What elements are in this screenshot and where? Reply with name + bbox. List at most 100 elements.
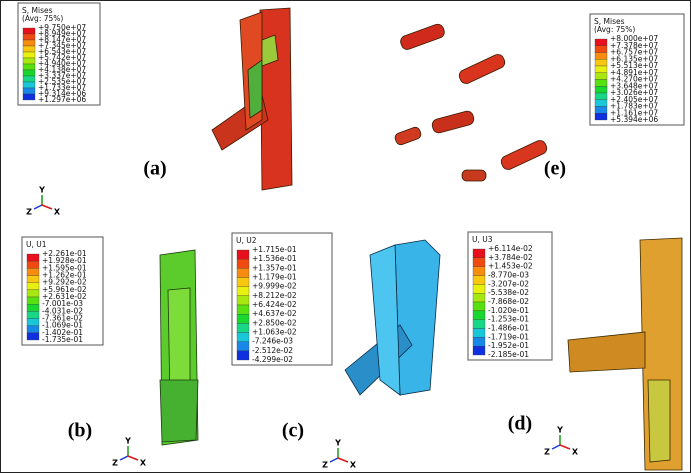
legend-value: -1.253e-01 — [488, 315, 529, 324]
legend-value: -3.207e-02 — [488, 279, 529, 288]
legend-value: +1.063e-02 — [252, 328, 297, 337]
legend-swatch — [27, 268, 39, 275]
legend-value: -1.020e-01 — [488, 306, 529, 315]
triad-label: Z — [544, 448, 550, 457]
panel-label: (b) — [68, 420, 92, 442]
legend-value: +1.715e-01 — [252, 245, 297, 254]
legend-swatch — [23, 70, 35, 76]
legend-value: +1.179e-01 — [252, 273, 297, 282]
legend-swatch — [473, 267, 485, 276]
triad-label: X — [140, 459, 147, 468]
legend-title: U, U3 — [472, 235, 493, 244]
triad-label: Z — [322, 461, 328, 470]
legend-value: -5.538e-02 — [488, 288, 529, 297]
legend-value: -1.952e-01 — [488, 341, 529, 350]
legend-value: +2.850e-02 — [252, 318, 297, 327]
legend-value: -7.246e-03 — [252, 337, 293, 346]
legend-value: +1.453e-02 — [488, 262, 533, 271]
legend-swatch — [473, 258, 485, 267]
legend-swatch — [27, 261, 39, 268]
triad-label: Y — [38, 186, 45, 195]
legend-swatch — [473, 311, 485, 320]
legend-swatch — [473, 293, 485, 302]
legend-swatch — [595, 93, 607, 100]
legend-swatch — [27, 304, 39, 311]
legend-value: +1.297e+06 — [38, 95, 86, 104]
legend-swatch — [27, 290, 39, 297]
legend-swatch — [23, 34, 35, 40]
triad-label: X — [54, 208, 61, 217]
legend-swatch — [23, 64, 35, 70]
triad-label: X — [350, 461, 357, 470]
legend-swatch — [23, 46, 35, 52]
legend-swatch — [237, 278, 249, 287]
legend-swatch — [595, 107, 607, 114]
legend-swatch — [27, 326, 39, 333]
legend-swatch — [23, 58, 35, 64]
legend-swatch — [473, 302, 485, 311]
legend-value: +1.536e-01 — [252, 254, 297, 263]
frame — [1, 1, 691, 473]
legend-swatch — [595, 86, 607, 93]
legend-swatch — [473, 320, 485, 329]
legend-value: +6.114e-02 — [488, 244, 533, 253]
legend-swatch — [27, 333, 39, 340]
legend-swatch — [237, 287, 249, 296]
legend-swatch — [23, 88, 35, 94]
panel-label: (e) — [544, 158, 566, 180]
model-b — [160, 250, 198, 445]
triad-label: X — [572, 448, 579, 457]
legend-swatch — [473, 249, 485, 258]
triad-label: Y — [124, 437, 131, 446]
legend-swatch — [27, 297, 39, 304]
legend-value: +5.394e+06 — [610, 115, 658, 124]
legend-swatch — [27, 319, 39, 326]
legend-swatch — [473, 337, 485, 346]
legend-swatch — [27, 311, 39, 318]
legend-value: +8.212e-02 — [252, 291, 297, 300]
legend-swatch — [473, 329, 485, 338]
legend-swatch — [595, 100, 607, 107]
legend-swatch — [237, 314, 249, 323]
legend-value: +1.357e-01 — [252, 263, 297, 272]
figure: S, Mises(Avg: 75%)+9.750e+07+8.949e+07+8… — [0, 0, 691, 473]
legend-swatch — [595, 53, 607, 60]
legend-swatch — [27, 254, 39, 261]
legend-value: -2.185e-01 — [488, 350, 529, 359]
legend-value: +4.637e-02 — [252, 309, 297, 318]
legend-swatch — [237, 342, 249, 351]
legend-swatch — [237, 250, 249, 259]
legend-swatch — [595, 46, 607, 53]
legend-swatch — [237, 333, 249, 342]
legend-swatch — [237, 351, 249, 360]
legend-value: -1.735e-01 — [42, 335, 83, 344]
triad-label: Z — [112, 459, 118, 468]
legend-value: +9.999e-02 — [252, 282, 297, 291]
legend-subtitle: (Avg: 75%) — [594, 25, 635, 34]
legend-swatch — [237, 259, 249, 268]
legend-value: -1.486e-01 — [488, 324, 529, 333]
legend-swatch — [23, 28, 35, 34]
triad-label: Y — [334, 439, 341, 448]
legend-swatch — [23, 76, 35, 82]
legend-swatch — [23, 94, 35, 100]
legend-swatch — [595, 66, 607, 73]
panel-label: (d) — [508, 413, 532, 435]
legend-swatch — [473, 276, 485, 285]
legend-swatch — [23, 52, 35, 58]
legend-swatch — [595, 39, 607, 46]
legend-swatch — [595, 73, 607, 80]
legend-swatch — [473, 284, 485, 293]
legend-swatch — [27, 283, 39, 290]
legend-swatch — [23, 40, 35, 46]
legend-value: +6.424e-02 — [252, 300, 297, 309]
legend-value: -7.868e-02 — [488, 297, 529, 306]
legend-title: U, U2 — [236, 236, 257, 245]
legend-value: -4.299e-02 — [252, 355, 293, 364]
triad-label: Y — [556, 426, 563, 435]
legend-value: +3.784e-02 — [488, 253, 533, 262]
legend-title: U, U1 — [26, 240, 47, 249]
legend-value: -8.770e-03 — [488, 271, 529, 280]
legend-swatch — [595, 113, 607, 120]
legend-swatch — [237, 305, 249, 314]
